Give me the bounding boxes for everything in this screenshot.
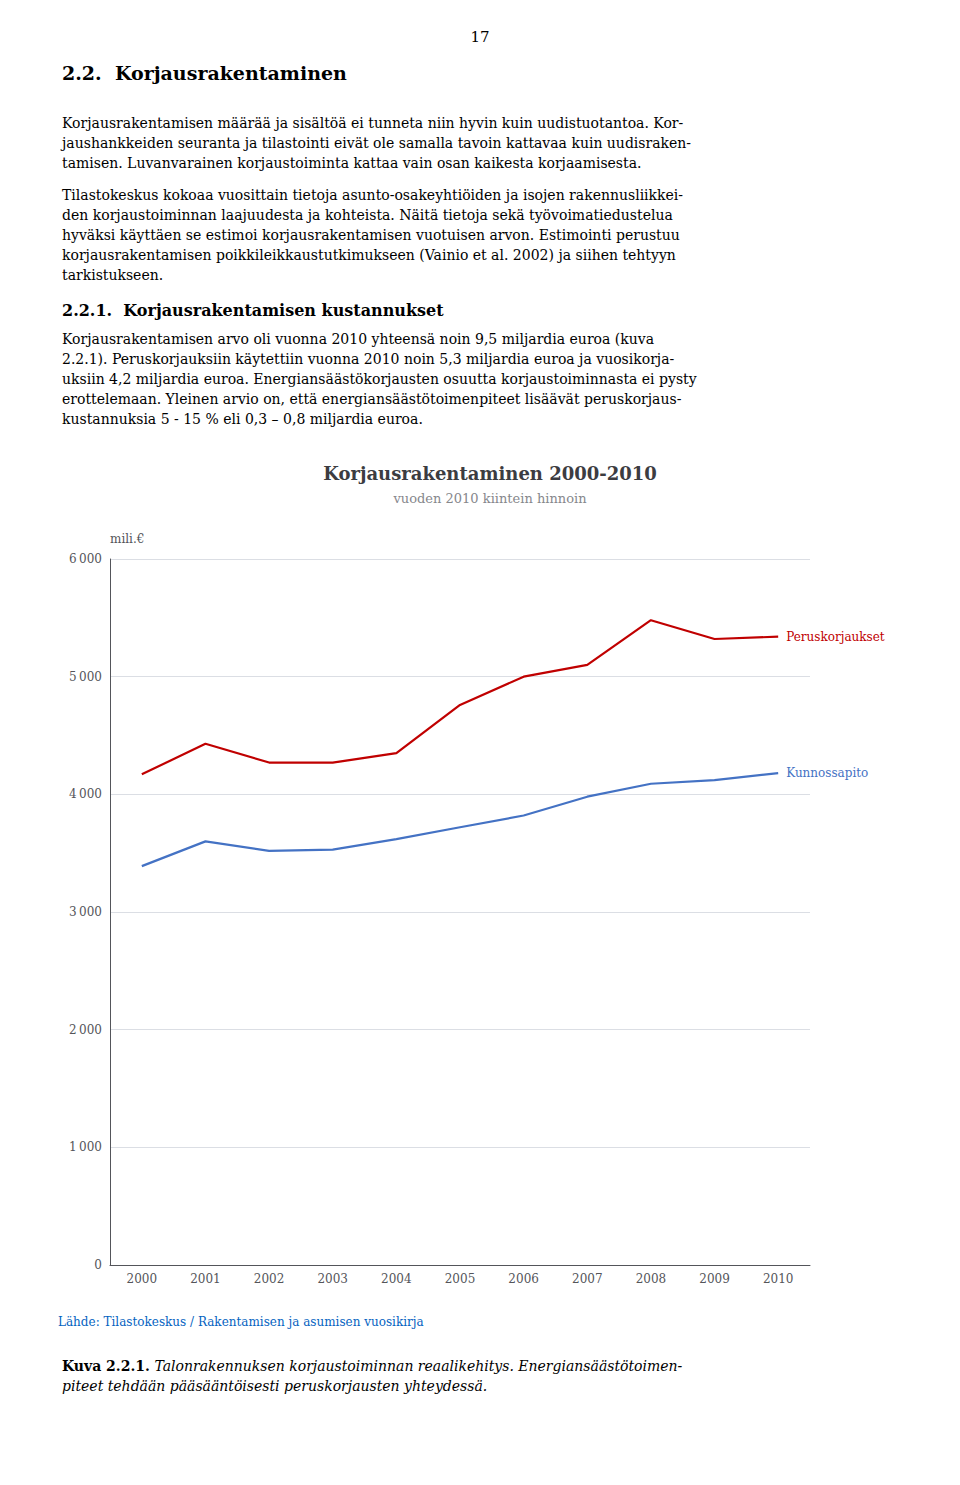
svg-text:2002: 2002	[254, 1272, 285, 1286]
svg-text:4 000: 4 000	[69, 787, 102, 801]
svg-text:2007: 2007	[572, 1272, 603, 1286]
html-text:korjausrakentamisen poikkileik: korjausrakentamisen poikkileikkaustutkim…	[62, 247, 676, 263]
html-text:tamisen. Luvanvarainen korjaus: tamisen. Luvanvarainen korjaustoiminta k…	[62, 155, 642, 171]
svg-text:5 000: 5 000	[69, 670, 102, 684]
svg-text:6 000: 6 000	[69, 552, 102, 566]
svg-text:2005: 2005	[445, 1272, 476, 1286]
svg-text:2006: 2006	[508, 1272, 539, 1286]
svg-text:3 000: 3 000	[69, 905, 102, 919]
svg-text:0: 0	[94, 1258, 102, 1272]
html-text:17: 17	[470, 28, 490, 46]
svg-text:Kunnossapito: Kunnossapito	[786, 766, 868, 780]
svg-text:2 000: 2 000	[69, 1023, 102, 1037]
html-text:tarkistukseen.: tarkistukseen.	[62, 267, 164, 283]
html-text:2.2.1). Peruskorjauksiin käyte: 2.2.1). Peruskorjauksiin käytettiin vuon…	[62, 351, 675, 367]
svg-text:2003: 2003	[317, 1272, 348, 1286]
html-text:piteet tehdään pääsääntöisesti: piteet tehdään pääsääntöisesti peruskorj…	[62, 1378, 488, 1394]
svg-text:2004: 2004	[381, 1272, 412, 1286]
svg-text:2008: 2008	[636, 1272, 667, 1286]
svg-text:Lähde: Tilastokeskus / Rakenta: Lähde: Tilastokeskus / Rakentamisen ja a…	[58, 1315, 424, 1329]
html-text:hyväksi käyttäen se estimoi ko: hyväksi käyttäen se estimoi korjausraken…	[62, 227, 680, 243]
html-text:Tilastokeskus kokoaa vuosittai: Tilastokeskus kokoaa vuosittain tietoja …	[62, 187, 684, 203]
html-text:erottelemaan. Yleinen arvio on: erottelemaan. Yleinen arvio on, että ene…	[62, 391, 682, 407]
html-text:kustannuksia 5 - 15 % eli 0,3: kustannuksia 5 - 15 % eli 0,3 – 0,8 milj…	[62, 411, 423, 427]
svg-text:mili.€: mili.€	[110, 532, 144, 546]
svg-text:Peruskorjaukset: Peruskorjaukset	[786, 630, 885, 644]
html-text:Korjausrakentamisen arvo oli v: Korjausrakentamisen arvo oli vuonna 2010…	[62, 331, 654, 347]
svg-text:2000: 2000	[127, 1272, 158, 1286]
html-text:Korjausrakentamisen määrää ja: Korjausrakentamisen määrää ja sisältöä e…	[62, 115, 684, 131]
html-text:den korjaustoiminnan laajuudes: den korjaustoiminnan laajuudesta ja koht…	[62, 207, 673, 223]
svg-text:2001: 2001	[190, 1272, 221, 1286]
html-text:Kuva 2.2.1. Talonrakennuksen k: Kuva 2.2.1. Talonrakennuksen korjaustoim…	[62, 1358, 683, 1374]
html-text:jaushankkeiden seuranta ja til: jaushankkeiden seuranta ja tilastointi e…	[62, 135, 692, 151]
svg-text:Korjausrakentaminen 2000-2010: Korjausrakentaminen 2000-2010	[323, 463, 657, 484]
html-text:2.2.1. Korjausrakentamisen kus: 2.2.1. Korjausrakentamisen kustannukset	[62, 301, 444, 320]
html-text:2.2. Korjausrakentaminen: 2.2. Korjausrakentaminen	[62, 62, 347, 84]
html-text:uksiin 4,2 miljardia euroa. En: uksiin 4,2 miljardia euroa. Energiansääs…	[62, 371, 697, 387]
svg-text:1 000: 1 000	[69, 1140, 102, 1154]
svg-text:2010: 2010	[763, 1272, 794, 1286]
svg-text:2009: 2009	[699, 1272, 730, 1286]
svg-text:vuoden 2010 kiintein hinnoin: vuoden 2010 kiintein hinnoin	[392, 491, 587, 506]
